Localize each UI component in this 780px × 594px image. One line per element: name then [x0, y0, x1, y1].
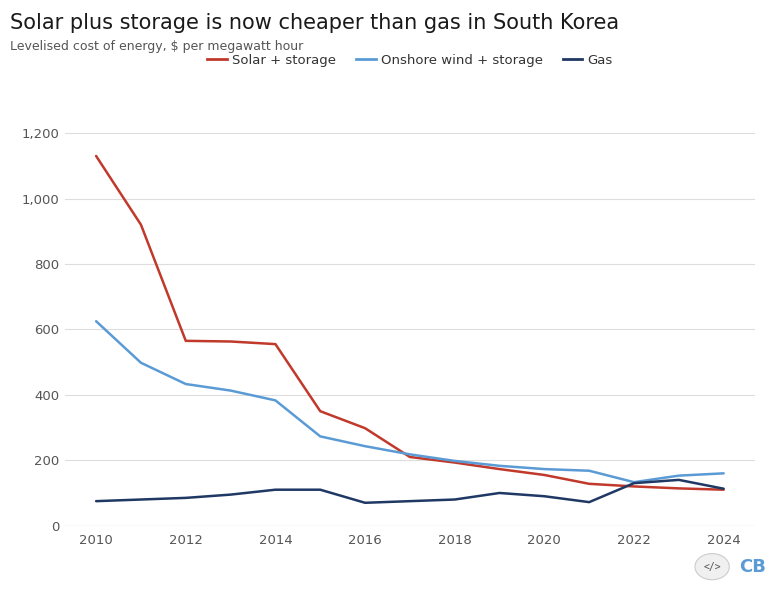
- Text: </>: </>: [704, 562, 721, 571]
- Text: Solar plus storage is now cheaper than gas in South Korea: Solar plus storage is now cheaper than g…: [10, 13, 619, 33]
- Legend: Solar + storage, Onshore wind + storage, Gas: Solar + storage, Onshore wind + storage,…: [201, 49, 619, 72]
- Text: CB: CB: [739, 558, 765, 576]
- Text: Levelised cost of energy, $ per megawatt hour: Levelised cost of energy, $ per megawatt…: [10, 40, 303, 53]
